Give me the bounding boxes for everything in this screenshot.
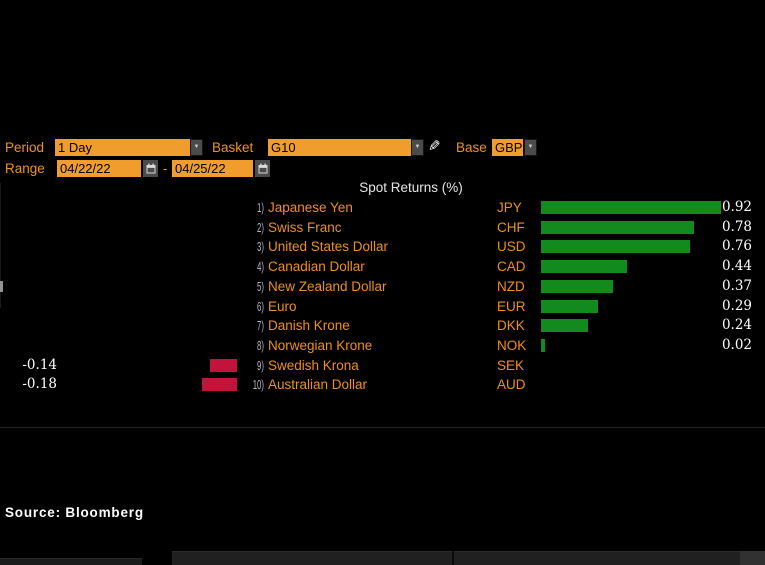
chart-row-jpy: 1) Japanese Yen JPY 0.92 [0,198,765,218]
row-rank: 2) [257,220,264,235]
negative-bar [210,359,237,372]
period-dropdown-button[interactable]: ▼ [190,139,203,156]
chart-row-nok: 8) Norwegian Krone NOK 0.02 [0,336,765,356]
bottom-panel-divider [452,551,454,565]
bar-value-label: 0.78 [721,219,752,235]
row-rank: 7) [257,318,264,333]
currency-name: Swedish Krona [268,358,359,373]
bar-value-label: 0.76 [721,238,752,254]
positive-bar [541,240,690,253]
range-start-calendar-button[interactable] [143,160,158,177]
currency-ticker: NOK [497,338,527,353]
currency-ticker: USD [497,239,526,254]
chart-row-sek: -0.14 9) Swedish Krona SEK [0,356,765,376]
bar-value-label: 0.92 [721,199,752,215]
basket-dropdown-button[interactable]: ▼ [411,139,424,156]
basket-label: Basket [212,140,254,155]
currency-name: Euro [268,299,297,314]
currency-ticker: CAD [497,259,526,274]
row-rank: 10) [252,377,264,392]
positive-bar [541,260,627,273]
bottom-panel-main [172,551,765,565]
chevron-down-icon: ▼ [193,144,200,150]
bar-value-label: 0.44 [721,258,752,274]
currency-ticker: DKK [497,318,525,333]
currency-name: United States Dollar [268,239,389,254]
chart-row-usd: 3) United States Dollar USD 0.76 [0,237,765,257]
bar-value-label: 0.24 [721,317,752,333]
base-select[interactable]: GBP [492,139,523,156]
currency-ticker: SEK [497,358,525,373]
pencil-icon[interactable]: ✎ [428,138,441,155]
bar-value-label: 0.02 [721,337,752,353]
chart-row-eur: 6) Euro EUR 0.29 [0,297,765,317]
row-rank: 3) [257,239,264,254]
chevron-down-icon: ▼ [527,144,534,150]
range-label: Range [5,161,45,176]
section-divider [0,427,765,428]
positive-bar [541,221,694,234]
basket-select[interactable]: G10 [268,139,411,156]
row-rank: 9) [257,358,264,373]
chart-row-chf: 2) Swiss Franc CHF 0.78 [0,218,765,238]
left-edge-line [0,183,1,308]
bar-value-label: -0.18 [22,376,57,392]
period-select[interactable]: 1 Day [55,139,191,156]
currency-name: Australian Dollar [268,377,368,392]
bottom-panel-left [0,558,142,565]
positive-bar [541,300,598,313]
bottom-panel-corner [740,551,765,565]
base-label: Base [456,140,487,155]
currency-name: Japanese Yen [268,200,353,215]
chart-row-aud: -0.18 10) Australian Dollar AUD [0,375,765,395]
currency-ticker: CHF [497,220,525,235]
currency-name: Danish Krone [268,318,350,333]
chart-area: 1) Japanese Yen JPY 0.92 2) Swiss Franc CHF 0.7… [0,198,765,398]
negative-bar [202,378,237,391]
range-start-input[interactable]: 04/22/22 [57,160,141,177]
bar-value-label: 0.37 [721,278,752,294]
range-end-input[interactable]: 04/25/22 [172,160,253,177]
chart-row-cad: 4) Canadian Dollar CAD 0.44 [0,257,765,277]
bar-value-label: 0.29 [721,298,752,314]
currency-name: New Zealand Dollar [268,279,387,294]
source-attribution: Source: Bloomberg [5,505,144,520]
chevron-down-icon: ▼ [414,144,421,150]
positive-bar [541,339,545,352]
range-end-calendar-button[interactable] [255,160,270,177]
currency-ticker: EUR [497,299,526,314]
range-separator: - [163,161,168,176]
currency-ticker: JPY [497,200,522,215]
left-scroll-handle[interactable] [0,281,3,292]
currency-ticker: AUD [497,377,526,392]
currency-name: Swiss Franc [268,220,342,235]
row-rank: 1) [257,200,264,215]
bar-value-label: -0.14 [22,357,57,373]
calendar-icon [146,163,155,174]
row-rank: 4) [257,259,264,274]
chart-title: Spot Returns (%) [359,180,463,195]
currency-name: Norwegian Krone [268,338,373,353]
currency-ticker: NZD [497,279,525,294]
period-label: Period [5,140,45,155]
positive-bar [541,201,721,214]
chart-row-nzd: 5) New Zealand Dollar NZD 0.37 [0,277,765,297]
positive-bar [541,319,588,332]
positive-bar [541,280,613,293]
row-rank: 5) [257,279,264,294]
calendar-icon [258,163,267,174]
base-dropdown-button[interactable]: ▼ [524,139,537,156]
row-rank: 6) [257,299,264,314]
row-rank: 8) [257,338,264,353]
currency-name: Canadian Dollar [268,259,365,274]
chart-row-dkk: 7) Danish Krone DKK 0.24 [0,316,765,336]
